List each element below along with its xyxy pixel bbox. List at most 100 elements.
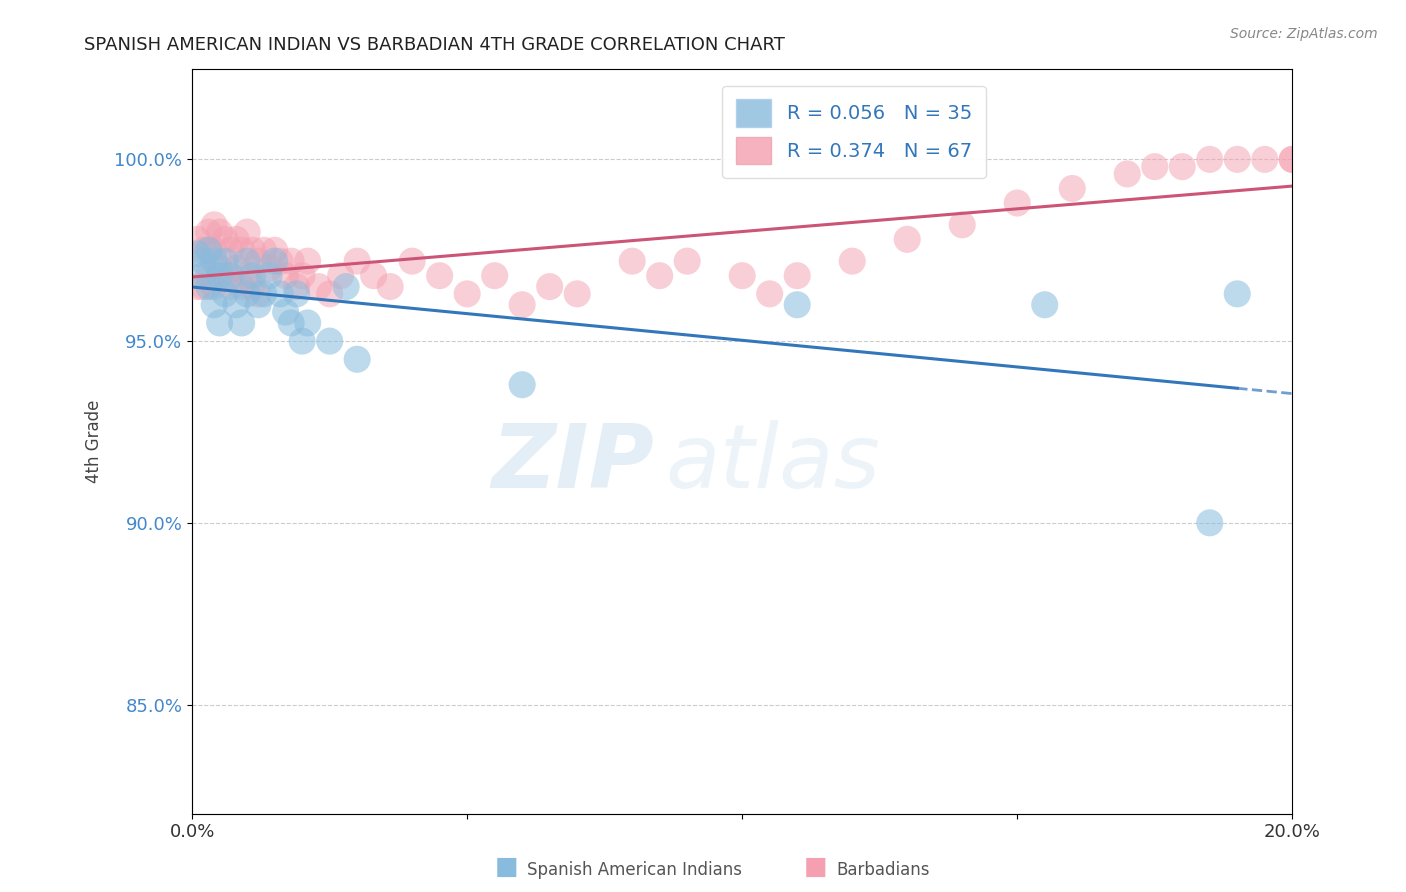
Point	[214, 286, 236, 301]
Point	[214, 254, 236, 268]
Point	[1005, 196, 1028, 211]
Point	[191, 279, 214, 293]
Point	[648, 268, 671, 283]
Point	[236, 286, 259, 301]
Point	[202, 218, 225, 232]
Point	[896, 232, 918, 246]
Point	[280, 254, 302, 268]
Point	[231, 279, 253, 293]
Point	[1254, 153, 1277, 167]
Point	[318, 286, 340, 301]
Text: atlas: atlas	[665, 420, 880, 507]
Point	[308, 279, 330, 293]
Point	[202, 298, 225, 312]
Point	[567, 286, 589, 301]
Point	[291, 268, 314, 283]
Point	[202, 254, 225, 268]
Point	[187, 232, 209, 246]
Point	[242, 268, 264, 283]
Point	[236, 225, 259, 239]
Point	[456, 286, 478, 301]
Point	[263, 244, 285, 258]
Legend: R = 0.056   N = 35, R = 0.374   N = 67: R = 0.056 N = 35, R = 0.374 N = 67	[723, 86, 986, 178]
Point	[1281, 153, 1303, 167]
Point	[242, 244, 264, 258]
Text: Source: ZipAtlas.com: Source: ZipAtlas.com	[1230, 27, 1378, 41]
Point	[1198, 516, 1220, 530]
Point	[1226, 286, 1249, 301]
Point	[197, 268, 219, 283]
Point	[197, 279, 219, 293]
Point	[236, 268, 259, 283]
Point	[1171, 160, 1194, 174]
Point	[208, 268, 231, 283]
Point	[1226, 153, 1249, 167]
Point	[202, 244, 225, 258]
Point	[263, 254, 285, 268]
Point	[197, 244, 219, 258]
Point	[253, 286, 276, 301]
Point	[297, 254, 319, 268]
Point	[297, 316, 319, 330]
Point	[1062, 181, 1084, 195]
Point	[247, 286, 270, 301]
Point	[401, 254, 423, 268]
Point	[1116, 167, 1139, 181]
Point	[225, 261, 247, 276]
Point	[510, 298, 533, 312]
Point	[621, 254, 644, 268]
Point	[236, 254, 259, 268]
Point	[335, 279, 357, 293]
Point	[225, 298, 247, 312]
Point	[257, 261, 280, 276]
Point	[197, 225, 219, 239]
Point	[191, 244, 214, 258]
Point	[510, 377, 533, 392]
Point	[214, 232, 236, 246]
Point	[291, 334, 314, 348]
Point	[269, 286, 291, 301]
Point	[786, 268, 808, 283]
Point	[219, 279, 242, 293]
Point	[247, 298, 270, 312]
Y-axis label: 4th Grade: 4th Grade	[86, 400, 103, 483]
Point	[346, 352, 368, 367]
Point	[197, 244, 219, 258]
Point	[538, 279, 561, 293]
Point	[285, 286, 308, 301]
Point	[318, 334, 340, 348]
Point	[208, 316, 231, 330]
Point	[841, 254, 863, 268]
Point	[191, 268, 214, 283]
Point	[429, 268, 451, 283]
Text: Barbadians: Barbadians	[837, 861, 931, 879]
Text: ZIP: ZIP	[492, 420, 654, 507]
Point	[253, 244, 276, 258]
Point	[363, 268, 385, 283]
Point	[231, 244, 253, 258]
Text: ■: ■	[495, 855, 517, 879]
Point	[187, 279, 209, 293]
Point	[731, 268, 754, 283]
Point	[758, 286, 780, 301]
Point	[214, 268, 236, 283]
Text: SPANISH AMERICAN INDIAN VS BARBADIAN 4TH GRADE CORRELATION CHART: SPANISH AMERICAN INDIAN VS BARBADIAN 4TH…	[84, 36, 785, 54]
Point	[202, 279, 225, 293]
Point	[242, 279, 264, 293]
Point	[1198, 153, 1220, 167]
Point	[231, 316, 253, 330]
Point	[269, 254, 291, 268]
Text: Spanish American Indians: Spanish American Indians	[527, 861, 742, 879]
Point	[208, 261, 231, 276]
Point	[786, 298, 808, 312]
Text: ■: ■	[804, 855, 827, 879]
Point	[225, 232, 247, 246]
Point	[950, 218, 973, 232]
Point	[1281, 153, 1303, 167]
Point	[346, 254, 368, 268]
Point	[274, 268, 297, 283]
Point	[285, 279, 308, 293]
Point	[247, 254, 270, 268]
Point	[208, 225, 231, 239]
Point	[274, 305, 297, 319]
